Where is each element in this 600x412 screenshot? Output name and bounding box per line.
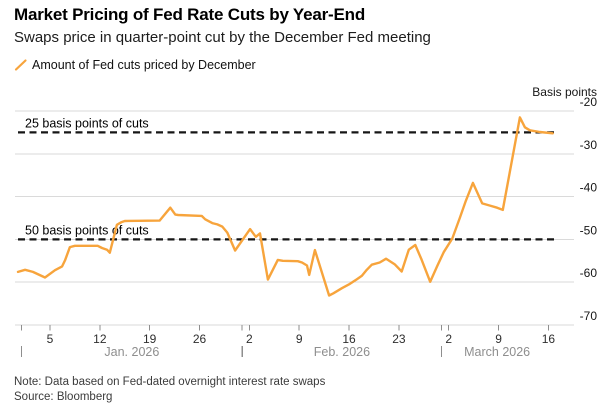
x-tick-label: 16 — [342, 332, 356, 346]
x-tick-label: 2 — [445, 332, 452, 346]
y-tick-label: -60 — [580, 266, 598, 280]
footnote: Note: Data based on Fed-dated overnight … — [14, 376, 326, 388]
y-tick-label: -50 — [580, 223, 598, 237]
annotation-label: 50 basis points of cuts — [25, 223, 149, 237]
chart-subtitle: Swaps price in quarter-point cut by the … — [14, 29, 431, 46]
legend-line-glyph — [14, 59, 27, 71]
y-tick-label: -40 — [580, 181, 598, 195]
y-axis-unit-label: Basis points — [532, 85, 597, 99]
y-tick-label: -30 — [580, 138, 598, 152]
y-tick-label: -20 — [580, 95, 598, 109]
x-tick-label: 5 — [47, 332, 54, 346]
legend-label: Amount of Fed cuts priced by December — [32, 58, 256, 72]
line-series-icon — [14, 59, 27, 71]
x-tick-label: 19 — [143, 332, 157, 346]
y-tick-label: -70 — [580, 309, 598, 323]
x-tick-label: 26 — [193, 332, 207, 346]
month-label: March 2026 — [464, 345, 530, 359]
annotation-label: 25 basis points of cuts — [25, 116, 149, 130]
x-tick-label: 2 — [246, 332, 253, 346]
x-tick-label: 16 — [542, 332, 556, 346]
source-credit: Source: Bloomberg — [14, 391, 113, 403]
x-tick-label: 12 — [93, 332, 107, 346]
month-label: Jan. 2026 — [104, 345, 159, 359]
x-tick-label: 9 — [495, 332, 502, 346]
legend: Amount of Fed cuts priced by December — [14, 58, 256, 72]
month-label: Feb. 2026 — [314, 345, 370, 359]
x-tick-label: 9 — [296, 332, 303, 346]
series-line — [16, 116, 554, 297]
chart-title: Market Pricing of Fed Rate Cuts by Year-… — [14, 5, 366, 24]
x-tick-label: 23 — [392, 332, 406, 346]
